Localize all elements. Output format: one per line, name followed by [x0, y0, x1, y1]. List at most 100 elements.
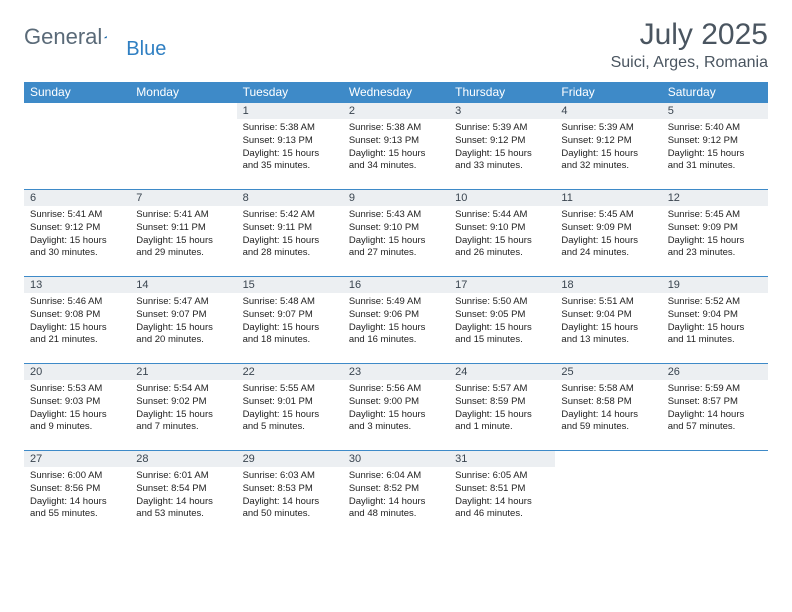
logo-text-left: General [24, 24, 102, 50]
weekday-header: Sunday [24, 82, 130, 103]
calendar-cell: 24Sunrise: 5:57 AMSunset: 8:59 PMDayligh… [449, 364, 555, 451]
day-details: Sunrise: 5:51 AMSunset: 9:04 PMDaylight:… [555, 293, 661, 351]
day-number: 30 [343, 451, 449, 467]
calendar-cell: 18Sunrise: 5:51 AMSunset: 9:04 PMDayligh… [555, 277, 661, 364]
weekday-header: Wednesday [343, 82, 449, 103]
calendar-cell: 9Sunrise: 5:43 AMSunset: 9:10 PMDaylight… [343, 190, 449, 277]
day-number: 24 [449, 364, 555, 380]
day-number: 26 [662, 364, 768, 380]
calendar-cell: 28Sunrise: 6:01 AMSunset: 8:54 PMDayligh… [130, 451, 236, 538]
calendar-cell: 2Sunrise: 5:38 AMSunset: 9:13 PMDaylight… [343, 103, 449, 190]
calendar-table: SundayMondayTuesdayWednesdayThursdayFrid… [24, 82, 768, 537]
calendar-cell: 5Sunrise: 5:40 AMSunset: 9:12 PMDaylight… [662, 103, 768, 190]
calendar-cell: 14Sunrise: 5:47 AMSunset: 9:07 PMDayligh… [130, 277, 236, 364]
logo-text-right: Blue [126, 38, 166, 61]
day-details: Sunrise: 5:41 AMSunset: 9:12 PMDaylight:… [24, 206, 130, 264]
day-number: 20 [24, 364, 130, 380]
day-details: Sunrise: 5:38 AMSunset: 9:13 PMDaylight:… [343, 119, 449, 177]
calendar-cell: 13Sunrise: 5:46 AMSunset: 9:08 PMDayligh… [24, 277, 130, 364]
calendar-cell: 7Sunrise: 5:41 AMSunset: 9:11 PMDaylight… [130, 190, 236, 277]
day-details: Sunrise: 5:58 AMSunset: 8:58 PMDaylight:… [555, 380, 661, 438]
calendar-cell: 20Sunrise: 5:53 AMSunset: 9:03 PMDayligh… [24, 364, 130, 451]
calendar-cell: 30Sunrise: 6:04 AMSunset: 8:52 PMDayligh… [343, 451, 449, 538]
calendar-cell: 26Sunrise: 5:59 AMSunset: 8:57 PMDayligh… [662, 364, 768, 451]
day-details: Sunrise: 5:41 AMSunset: 9:11 PMDaylight:… [130, 206, 236, 264]
title-block: July 2025 Suici, Arges, Romania [611, 18, 768, 72]
day-details: Sunrise: 5:39 AMSunset: 9:12 PMDaylight:… [555, 119, 661, 177]
calendar-cell: 10Sunrise: 5:44 AMSunset: 9:10 PMDayligh… [449, 190, 555, 277]
day-details: Sunrise: 5:50 AMSunset: 9:05 PMDaylight:… [449, 293, 555, 351]
calendar-week-row: 20Sunrise: 5:53 AMSunset: 9:03 PMDayligh… [24, 364, 768, 451]
day-number: 28 [130, 451, 236, 467]
calendar-cell: 25Sunrise: 5:58 AMSunset: 8:58 PMDayligh… [555, 364, 661, 451]
day-details: Sunrise: 5:47 AMSunset: 9:07 PMDaylight:… [130, 293, 236, 351]
day-details: Sunrise: 5:55 AMSunset: 9:01 PMDaylight:… [237, 380, 343, 438]
day-details: Sunrise: 5:54 AMSunset: 9:02 PMDaylight:… [130, 380, 236, 438]
weekday-header: Tuesday [237, 82, 343, 103]
calendar-cell: 31Sunrise: 6:05 AMSunset: 8:51 PMDayligh… [449, 451, 555, 538]
day-number: 10 [449, 190, 555, 206]
calendar-cell: 6Sunrise: 5:41 AMSunset: 9:12 PMDaylight… [24, 190, 130, 277]
day-number: 29 [237, 451, 343, 467]
calendar-header-row: SundayMondayTuesdayWednesdayThursdayFrid… [24, 82, 768, 103]
day-number: 21 [130, 364, 236, 380]
day-details: Sunrise: 5:40 AMSunset: 9:12 PMDaylight:… [662, 119, 768, 177]
weekday-header: Thursday [449, 82, 555, 103]
calendar-cell: 1Sunrise: 5:38 AMSunset: 9:13 PMDaylight… [237, 103, 343, 190]
weekday-header: Friday [555, 82, 661, 103]
day-number: 2 [343, 103, 449, 119]
calendar-cell: 27Sunrise: 6:00 AMSunset: 8:56 PMDayligh… [24, 451, 130, 538]
day-details: Sunrise: 6:03 AMSunset: 8:53 PMDaylight:… [237, 467, 343, 525]
day-number: 18 [555, 277, 661, 293]
calendar-cell: 21Sunrise: 5:54 AMSunset: 9:02 PMDayligh… [130, 364, 236, 451]
calendar-week-row: 13Sunrise: 5:46 AMSunset: 9:08 PMDayligh… [24, 277, 768, 364]
calendar-cell [24, 103, 130, 190]
day-number: 4 [555, 103, 661, 119]
day-details: Sunrise: 5:38 AMSunset: 9:13 PMDaylight:… [237, 119, 343, 177]
day-number: 17 [449, 277, 555, 293]
day-details: Sunrise: 5:48 AMSunset: 9:07 PMDaylight:… [237, 293, 343, 351]
day-details: Sunrise: 5:59 AMSunset: 8:57 PMDaylight:… [662, 380, 768, 438]
day-details: Sunrise: 6:01 AMSunset: 8:54 PMDaylight:… [130, 467, 236, 525]
weekday-header: Monday [130, 82, 236, 103]
day-details: Sunrise: 5:45 AMSunset: 9:09 PMDaylight:… [555, 206, 661, 264]
day-number: 5 [662, 103, 768, 119]
calendar-cell: 19Sunrise: 5:52 AMSunset: 9:04 PMDayligh… [662, 277, 768, 364]
location: Suici, Arges, Romania [611, 54, 768, 72]
calendar-cell [662, 451, 768, 538]
day-details: Sunrise: 6:04 AMSunset: 8:52 PMDaylight:… [343, 467, 449, 525]
day-number: 27 [24, 451, 130, 467]
calendar-cell: 15Sunrise: 5:48 AMSunset: 9:07 PMDayligh… [237, 277, 343, 364]
day-number: 9 [343, 190, 449, 206]
calendar-cell: 16Sunrise: 5:49 AMSunset: 9:06 PMDayligh… [343, 277, 449, 364]
day-number: 11 [555, 190, 661, 206]
day-details: Sunrise: 5:53 AMSunset: 9:03 PMDaylight:… [24, 380, 130, 438]
calendar-cell: 23Sunrise: 5:56 AMSunset: 9:00 PMDayligh… [343, 364, 449, 451]
logo: General Blue [24, 24, 170, 50]
day-details: Sunrise: 6:05 AMSunset: 8:51 PMDaylight:… [449, 467, 555, 525]
calendar-cell [130, 103, 236, 190]
day-details: Sunrise: 5:44 AMSunset: 9:10 PMDaylight:… [449, 206, 555, 264]
day-details: Sunrise: 5:57 AMSunset: 8:59 PMDaylight:… [449, 380, 555, 438]
calendar-cell: 8Sunrise: 5:42 AMSunset: 9:11 PMDaylight… [237, 190, 343, 277]
day-details: Sunrise: 6:00 AMSunset: 8:56 PMDaylight:… [24, 467, 130, 525]
weekday-header: Saturday [662, 82, 768, 103]
day-number: 31 [449, 451, 555, 467]
day-number: 7 [130, 190, 236, 206]
day-number: 8 [237, 190, 343, 206]
day-number: 3 [449, 103, 555, 119]
day-details: Sunrise: 5:49 AMSunset: 9:06 PMDaylight:… [343, 293, 449, 351]
calendar-cell: 3Sunrise: 5:39 AMSunset: 9:12 PMDaylight… [449, 103, 555, 190]
calendar-cell: 22Sunrise: 5:55 AMSunset: 9:01 PMDayligh… [237, 364, 343, 451]
day-details: Sunrise: 5:42 AMSunset: 9:11 PMDaylight:… [237, 206, 343, 264]
calendar-week-row: 27Sunrise: 6:00 AMSunset: 8:56 PMDayligh… [24, 451, 768, 538]
day-details: Sunrise: 5:46 AMSunset: 9:08 PMDaylight:… [24, 293, 130, 351]
day-number: 15 [237, 277, 343, 293]
day-number: 19 [662, 277, 768, 293]
calendar-cell: 12Sunrise: 5:45 AMSunset: 9:09 PMDayligh… [662, 190, 768, 277]
day-number: 25 [555, 364, 661, 380]
page-title: July 2025 [611, 18, 768, 52]
day-number: 1 [237, 103, 343, 119]
day-details: Sunrise: 5:39 AMSunset: 9:12 PMDaylight:… [449, 119, 555, 177]
logo-triangle-icon [104, 28, 107, 46]
